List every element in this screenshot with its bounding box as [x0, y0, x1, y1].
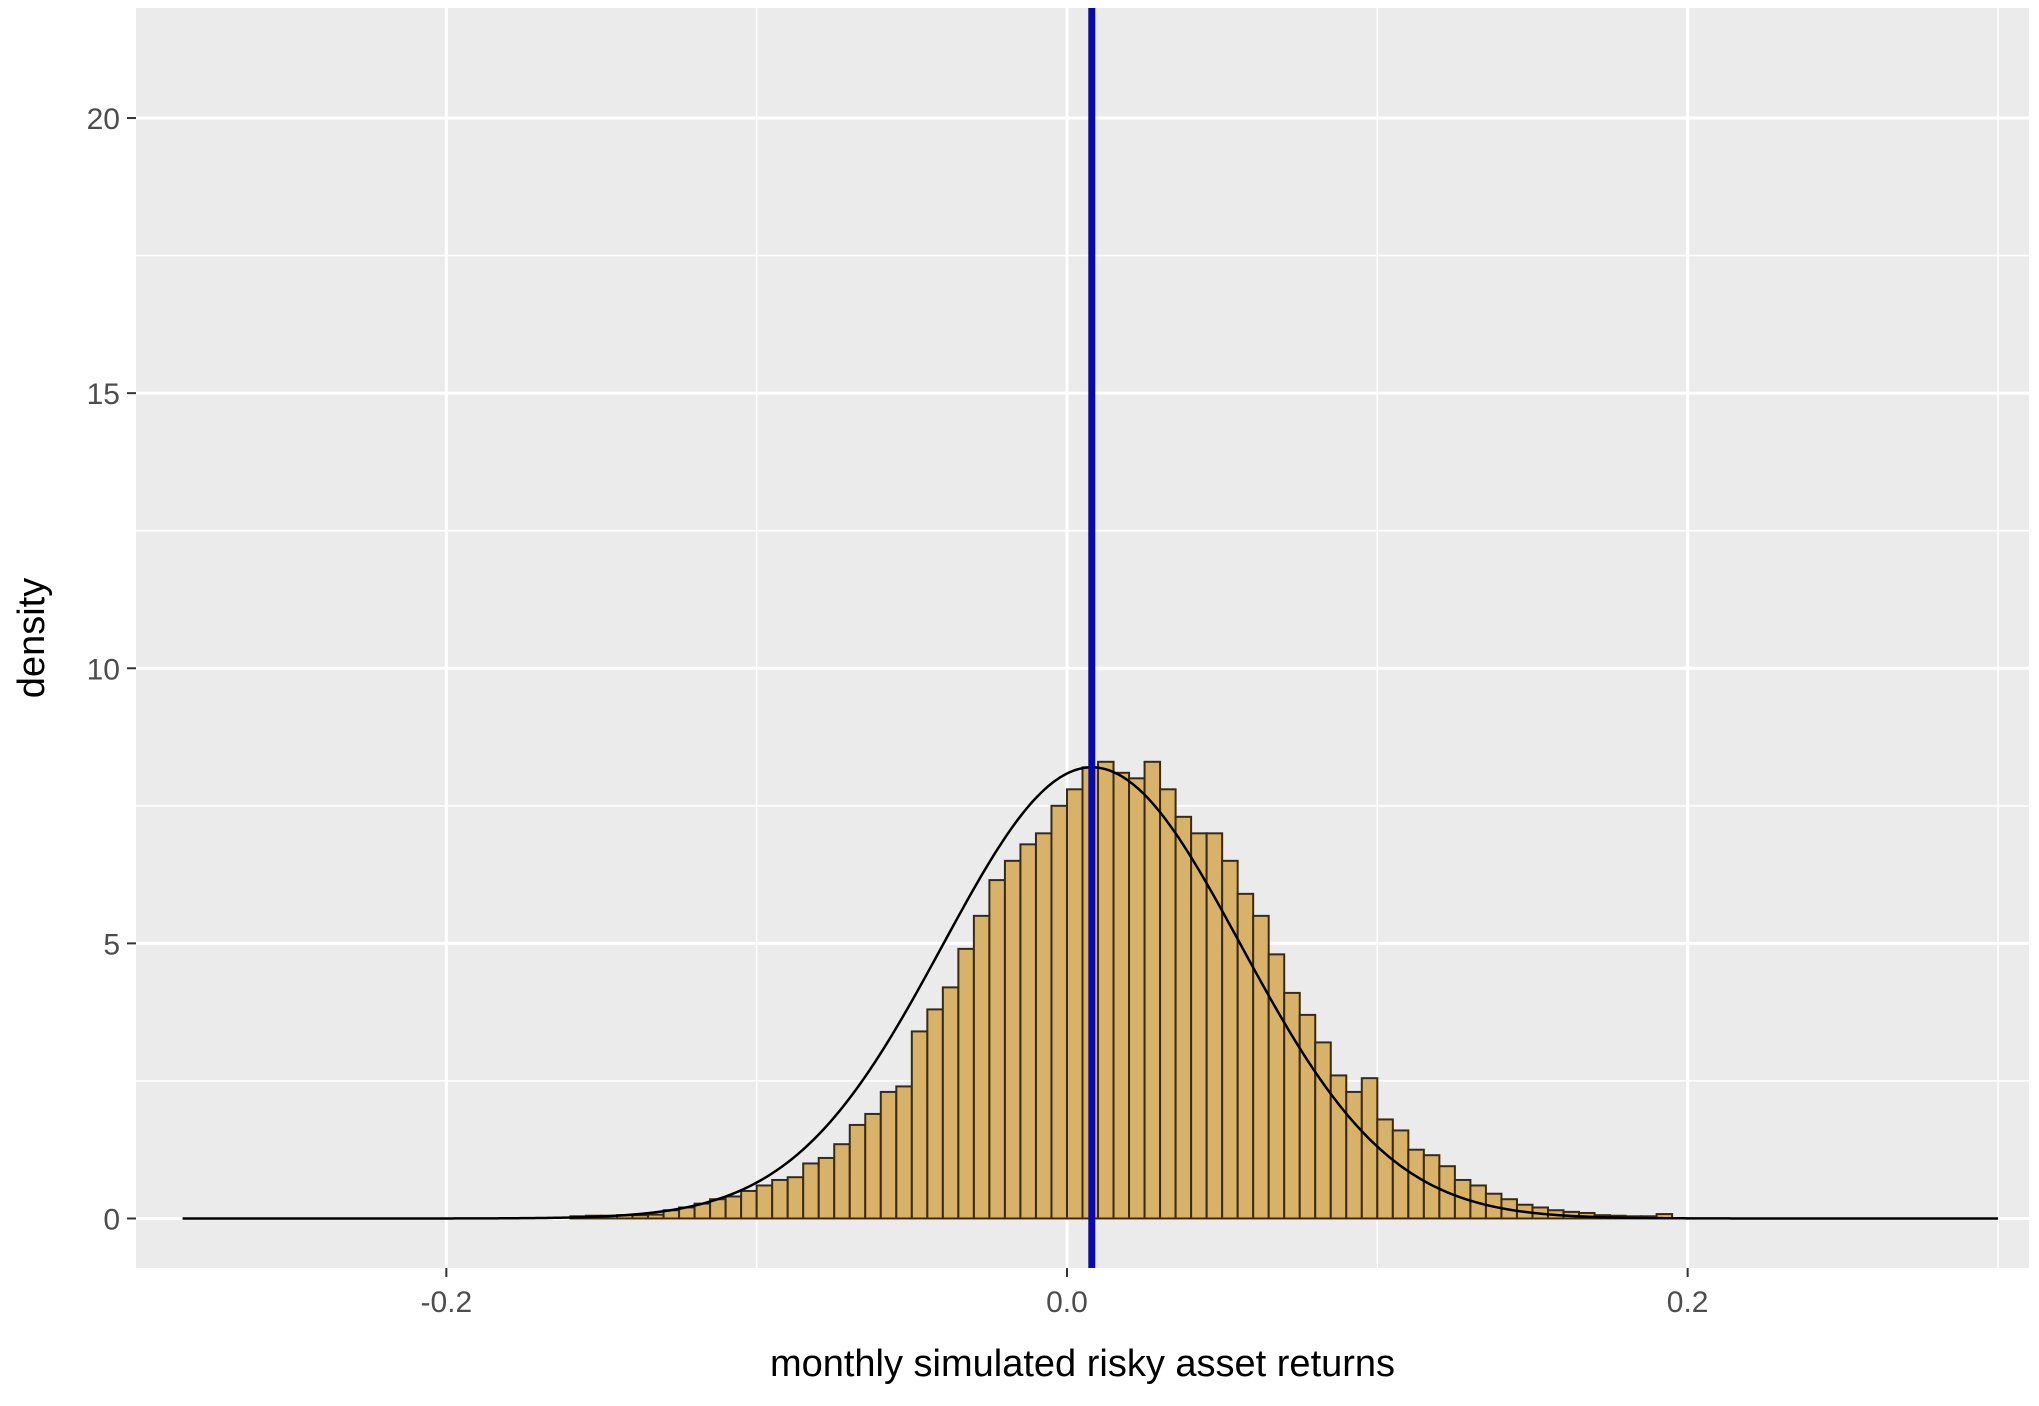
histogram-bar [1298, 1013, 1317, 1220]
x-tick-label: 0.0 [1046, 1286, 1088, 1319]
histogram-bar [848, 1123, 867, 1220]
x-axis-tick-marks [445, 1268, 1689, 1277]
histogram-bar [1205, 832, 1224, 1220]
histogram-bar [941, 986, 960, 1220]
histogram-bar [833, 1143, 851, 1220]
histogram-bar [1003, 859, 1022, 1220]
x-tick-label: 0.2 [1667, 1286, 1709, 1319]
histogram-bar [972, 914, 991, 1220]
x-axis-title: monthly simulated risky asset returns [770, 1343, 1395, 1385]
histogram-bar [786, 1176, 805, 1220]
histogram-bar [1391, 1129, 1410, 1220]
histogram-bar [1314, 1041, 1332, 1220]
histogram-bar [817, 1156, 836, 1220]
histogram-bar [1065, 788, 1084, 1220]
histogram-bar [1112, 771, 1131, 1220]
histogram-bar [879, 1090, 898, 1220]
histogram-bar [1345, 1090, 1363, 1220]
histogram-bar [1267, 953, 1286, 1220]
histogram-bar [1143, 760, 1162, 1220]
histogram-bar [1360, 1077, 1379, 1220]
histogram-bar [988, 879, 1006, 1220]
histogram-bar [724, 1195, 743, 1220]
histogram-bar [926, 1008, 944, 1220]
histogram-bar [1159, 788, 1177, 1220]
y-axis-tick-labels: 0 5 10 15 20 [87, 103, 120, 1236]
histogram-bar [1097, 760, 1115, 1220]
x-tick-label: -0.2 [420, 1286, 472, 1319]
histogram-bars [569, 760, 1674, 1220]
histogram-bar [1034, 832, 1053, 1220]
y-tick-label: 20 [87, 103, 120, 136]
y-tick-label: 10 [87, 653, 120, 686]
y-tick-label: 0 [103, 1203, 120, 1236]
y-axis-tick-marks [127, 117, 136, 1220]
histogram-bar [1190, 832, 1208, 1220]
histogram-bar [740, 1189, 758, 1220]
histogram-bar [910, 1030, 929, 1220]
histogram-bar [957, 947, 975, 1220]
histogram-bar [864, 1112, 882, 1220]
x-axis-tick-labels: -0.2 0.0 0.2 [420, 1286, 1708, 1319]
y-tick-label: 5 [103, 928, 120, 961]
histogram-bar [802, 1162, 820, 1220]
histogram-bar [1376, 1118, 1394, 1220]
histogram-bar [895, 1085, 913, 1220]
histogram-bar [1407, 1148, 1425, 1220]
y-axis-title: density [11, 578, 53, 698]
histogram-bar [771, 1178, 789, 1220]
histogram-bar [1252, 914, 1270, 1220]
histogram-bar [631, 1214, 650, 1220]
y-tick-label: 15 [87, 378, 120, 411]
histogram-bar [1019, 843, 1037, 1220]
histogram-bar [755, 1184, 774, 1220]
histogram-bar [1128, 777, 1146, 1220]
histogram-bar [1050, 804, 1068, 1220]
histogram-bar [647, 1213, 665, 1220]
histogram-bar [1174, 815, 1193, 1220]
